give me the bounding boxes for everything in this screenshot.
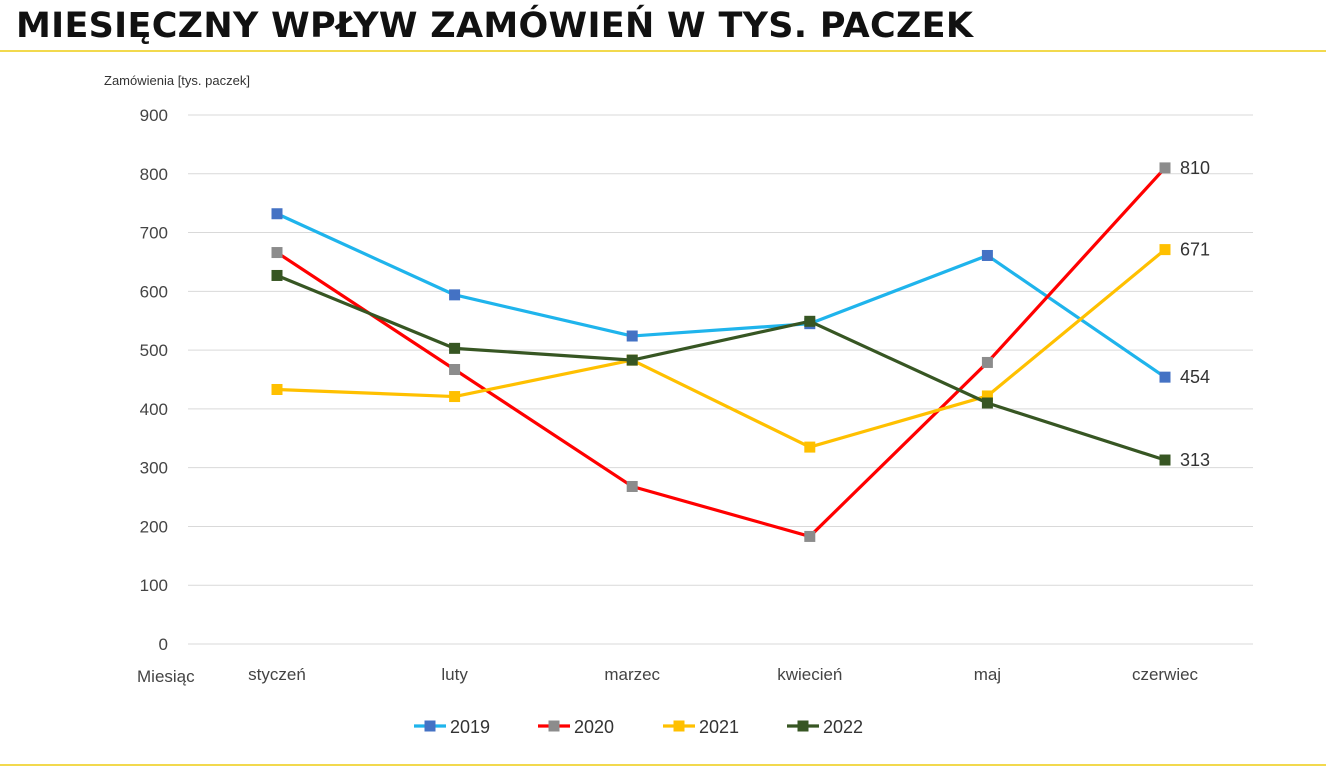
legend-label: 2020 bbox=[574, 717, 614, 737]
data-point-2020 bbox=[449, 364, 461, 376]
data-point-2020 bbox=[626, 480, 638, 492]
series-line-2019 bbox=[276, 212, 1166, 379]
legend: 2019 2020 2021 2022 bbox=[414, 717, 863, 737]
y-tick-label: 800 bbox=[140, 165, 168, 184]
data-point-2020 bbox=[804, 530, 816, 542]
data-point-2019 bbox=[981, 249, 993, 261]
y-axis-label: Zamówienia [tys. paczek] bbox=[104, 73, 250, 88]
title-underline bbox=[0, 50, 1326, 52]
data-point-2021 bbox=[271, 383, 283, 395]
legend-marker bbox=[797, 720, 809, 732]
data-label-2020: 810 bbox=[1180, 158, 1210, 178]
y-tick-label: 500 bbox=[140, 341, 168, 360]
y-tick-label: 700 bbox=[140, 224, 168, 243]
legend-item-2022: 2022 bbox=[787, 717, 863, 737]
y-tick-label: 0 bbox=[159, 635, 168, 654]
data-point-2022 bbox=[804, 315, 816, 327]
data-point-2019 bbox=[626, 330, 638, 342]
legend-marker bbox=[673, 720, 685, 732]
legend-label: 2019 bbox=[450, 717, 490, 737]
y-tick-label: 900 bbox=[140, 106, 168, 125]
series-2021 bbox=[271, 244, 1171, 453]
legend-item-2021: 2021 bbox=[663, 717, 739, 737]
data-point-2022 bbox=[981, 397, 993, 409]
data-label-2019: 454 bbox=[1180, 367, 1210, 387]
series-2022 bbox=[271, 269, 1171, 466]
data-point-2020 bbox=[271, 247, 283, 259]
data-labels: 454 810 671 313 bbox=[1180, 158, 1210, 470]
x-tick-label: styczeń bbox=[248, 665, 306, 684]
series-line-2022 bbox=[276, 273, 1166, 462]
data-point-2020 bbox=[1159, 162, 1171, 174]
x-tick-label: luty bbox=[441, 665, 468, 684]
y-tick-label: 200 bbox=[140, 517, 168, 536]
data-point-2019 bbox=[449, 289, 461, 301]
data-label-2021: 671 bbox=[1180, 240, 1210, 260]
x-tick-label: kwiecień bbox=[777, 665, 842, 684]
data-point-2022 bbox=[1159, 454, 1171, 466]
legend-item-2020: 2020 bbox=[538, 717, 614, 737]
x-axis-label: Miesiąc bbox=[137, 667, 195, 686]
data-point-2022 bbox=[449, 342, 461, 354]
data-label-2022: 313 bbox=[1180, 450, 1210, 470]
x-tick-labels: styczeń luty marzec kwiecień maj czerwiec bbox=[248, 665, 1198, 684]
gridlines bbox=[188, 114, 1253, 645]
data-point-2019 bbox=[271, 208, 283, 220]
data-point-2021 bbox=[1159, 244, 1171, 256]
legend-label: 2021 bbox=[699, 717, 739, 737]
y-tick-label: 100 bbox=[140, 576, 168, 595]
x-tick-label: maj bbox=[974, 665, 1001, 684]
data-point-2019 bbox=[1159, 371, 1171, 383]
x-tick-label: czerwiec bbox=[1132, 665, 1199, 684]
y-tick-label: 600 bbox=[140, 282, 168, 301]
data-point-2021 bbox=[981, 390, 993, 402]
y-tick-labels: 0 100 200 300 400 500 600 700 800 900 bbox=[140, 106, 168, 654]
data-point-2022 bbox=[271, 269, 283, 281]
data-point-2020 bbox=[981, 356, 993, 368]
x-tick-label: marzec bbox=[604, 665, 660, 684]
page-title: MIESIĘCZNY WPŁYW ZAMÓWIEŃ W TYS. PACZEK bbox=[16, 6, 974, 46]
series-line-2021 bbox=[276, 248, 1167, 449]
data-point-2021 bbox=[804, 441, 816, 453]
legend-marker bbox=[548, 720, 560, 732]
y-tick-label: 400 bbox=[140, 400, 168, 419]
legend-item-2019: 2019 bbox=[414, 717, 490, 737]
series-2020 bbox=[271, 162, 1171, 542]
series-lines bbox=[271, 162, 1171, 542]
y-tick-label: 300 bbox=[140, 459, 168, 478]
data-point-2022 bbox=[626, 354, 638, 366]
series-line-2020 bbox=[276, 166, 1167, 539]
data-point-2021 bbox=[449, 391, 461, 403]
legend-marker bbox=[424, 720, 436, 732]
legend-label: 2022 bbox=[823, 717, 863, 737]
bottom-rule bbox=[0, 764, 1326, 766]
